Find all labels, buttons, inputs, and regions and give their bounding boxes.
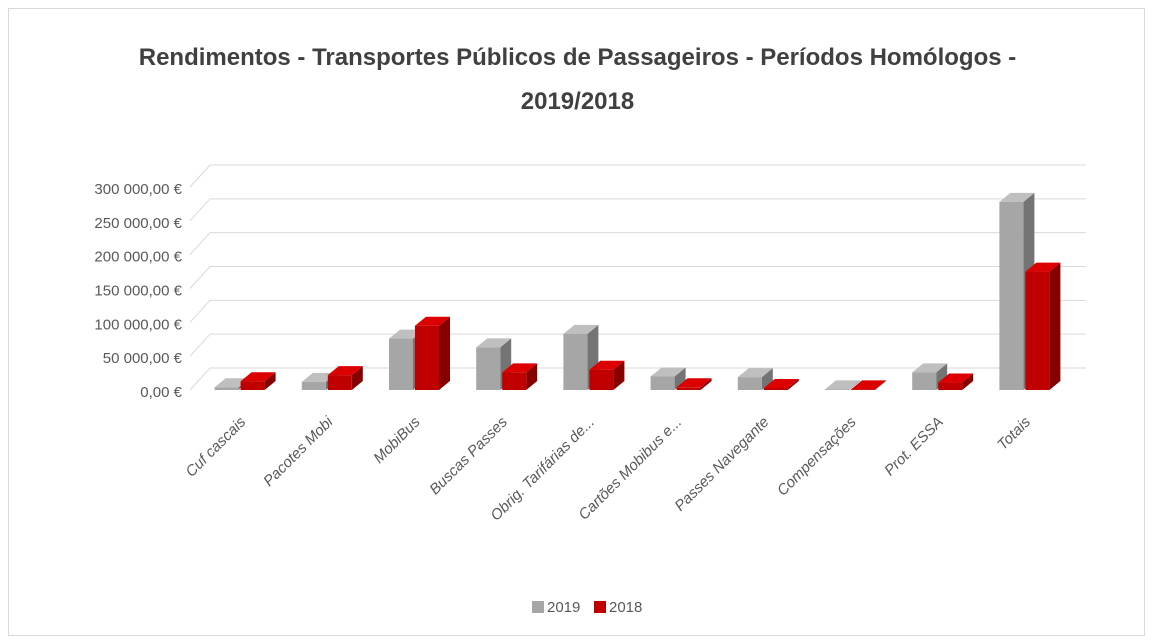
bar-side [674,367,686,390]
bar [912,372,937,390]
bar-top [502,363,538,373]
legend-swatch [532,601,544,613]
x-tick-label: Passes Navegante [671,414,772,515]
bar-top [589,360,625,370]
bar-side [526,363,538,390]
title-box: Rendimentos - Transportes Públicos de Pa… [0,36,1155,124]
bar [676,387,701,390]
y-tick-label: 200 000,00 € [94,249,182,266]
x-tick-label: Compensações [774,413,860,499]
chart-title: Rendimentos - Transportes Públicos de Pa… [138,44,1017,115]
bar-side [875,380,886,390]
grid-line [189,299,1086,323]
bar [589,369,614,390]
bar [563,333,588,390]
y-tick-label: 0,00 € [140,384,182,401]
bar [240,381,265,390]
bar-top [415,316,450,326]
bar-top [240,372,276,382]
chart-frame [8,8,1145,636]
bar-top [476,338,512,348]
legend-label: 2019 [547,599,580,616]
y-tick-label: 300 000,00 € [94,181,182,198]
bar-top [763,378,799,388]
grid-line [189,266,1086,289]
bar [650,376,675,390]
bar-side [787,378,799,390]
x-tick-label: Prot. ESSA [881,414,947,480]
legend-swatch [594,601,606,613]
bar-side [849,380,860,390]
bar-side [439,316,450,390]
bar [214,387,239,390]
bar [1025,271,1050,390]
bar-side [264,372,276,390]
bar-side [613,360,625,390]
grid-line [189,198,1086,222]
bar-side [700,378,712,390]
bar-top [650,367,686,377]
y-tick-label: 250 000,00 € [94,215,182,232]
bar [502,372,527,390]
bar [763,387,788,390]
bar [415,325,439,390]
bar [851,389,875,390]
bar-top [737,368,773,378]
bar [476,347,501,390]
y-tick-label: 50 000,00 € [103,350,183,367]
y-tick-label: 150 000,00 € [94,282,182,299]
bar [825,389,849,390]
bar [999,201,1024,390]
bar-side [351,366,363,390]
bar-top [938,373,974,383]
x-tick-label: Pacotes Mobi [260,413,337,490]
bar-top [825,380,860,390]
x-tick-label: Buscas Passes [426,413,511,498]
bar-top [563,324,599,334]
x-tick-label: Totais [994,413,1034,453]
bar-side [1049,262,1061,390]
bar-top [1025,262,1061,272]
bar-top [999,192,1035,202]
grid-line [189,232,1086,256]
y-tick-label: 100 000,00 € [94,316,182,333]
bar-side [761,368,773,390]
bar [301,381,326,390]
bar-top [912,363,948,373]
bar-top [327,366,363,376]
x-tick-label: Cuf cascais [182,413,249,480]
bar-top [676,378,712,388]
bar [327,375,352,390]
bar [938,382,963,390]
grid-line [189,367,1086,391]
grid-line [189,333,1086,357]
bar-top [851,380,886,390]
x-tick-label: MobiBus [370,413,424,467]
bar [737,377,762,390]
bar-side [962,373,974,390]
legend-label: 2018 [609,599,642,616]
bar [389,338,413,390]
grid-line [189,164,1086,188]
